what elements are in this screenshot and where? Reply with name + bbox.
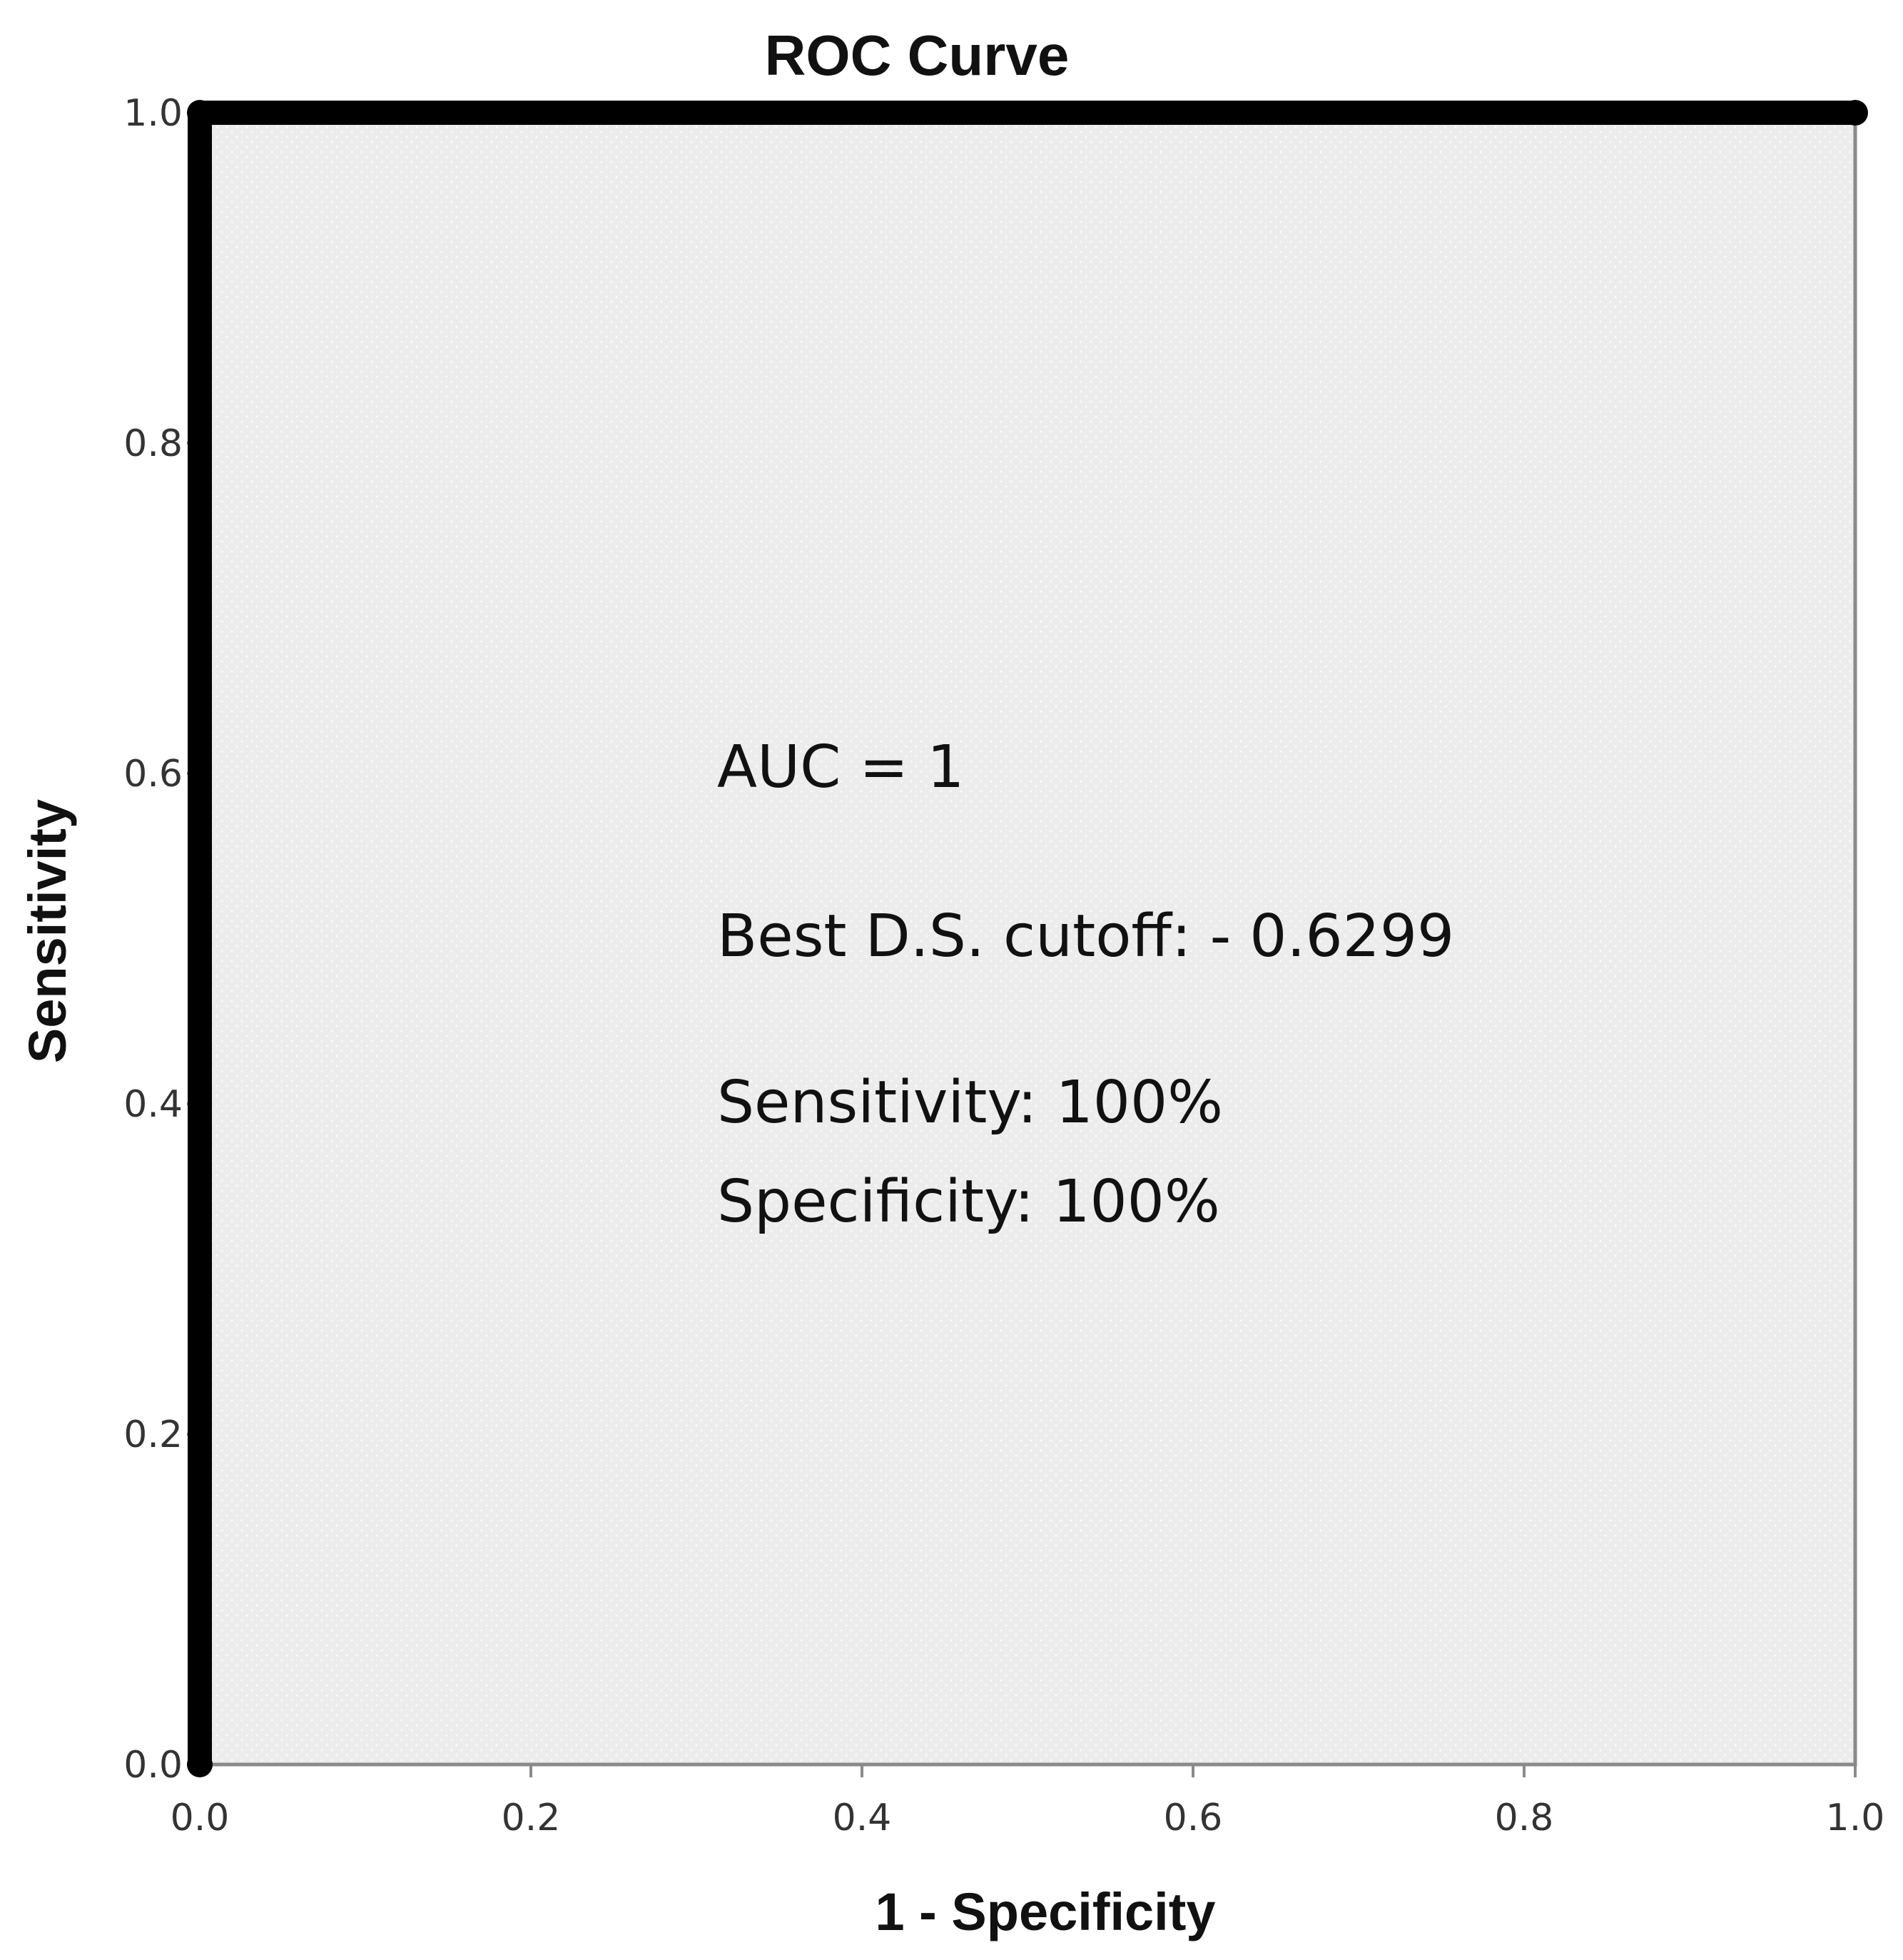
- annotation-sensitivity: Sensitivity: 100%: [717, 1069, 1223, 1137]
- series-layer: [187, 100, 1868, 1777]
- y-tick-label: 1.0: [123, 92, 183, 135]
- roc-curve-point: [1842, 100, 1868, 126]
- x-axis-ticks: [198, 1764, 1857, 1777]
- y-tick-label: 0.6: [123, 753, 183, 796]
- y-tick-label: 0.0: [123, 1744, 183, 1787]
- x-tick-label: 0.0: [171, 1797, 230, 1839]
- annotation-best-cutoff: Best D.S. cutoff: - 0.6299: [717, 903, 1454, 970]
- y-axis-tick-labels: 0.0 0.2 0.4 0.6 0.8 1.0: [123, 92, 183, 1787]
- y-tick-label: 0.2: [123, 1413, 183, 1456]
- y-tick-label: 0.4: [123, 1083, 183, 1126]
- roc-curve-point: [187, 100, 213, 126]
- x-tick-label: 0.8: [1495, 1797, 1554, 1839]
- y-axis-title: Sensitivity: [18, 799, 77, 1063]
- x-axis-tick-labels: 0.0 0.2 0.4 0.6 0.8 1.0: [171, 1797, 1885, 1839]
- x-axis-title: 1 - Specificity: [875, 1882, 1215, 1941]
- chart-title: ROC Curve: [765, 24, 1070, 87]
- annotation-specificity: Specificity: 100%: [717, 1168, 1220, 1236]
- x-tick-label: 0.2: [502, 1797, 561, 1839]
- y-tick-label: 0.8: [123, 422, 183, 465]
- x-tick-label: 0.6: [1164, 1797, 1223, 1839]
- x-tick-label: 1.0: [1826, 1797, 1885, 1839]
- roc-curve-point: [187, 1752, 213, 1777]
- annotation-auc: AUC = 1: [717, 733, 964, 801]
- x-tick-label: 0.4: [833, 1797, 892, 1839]
- plot-area: [198, 111, 1857, 1767]
